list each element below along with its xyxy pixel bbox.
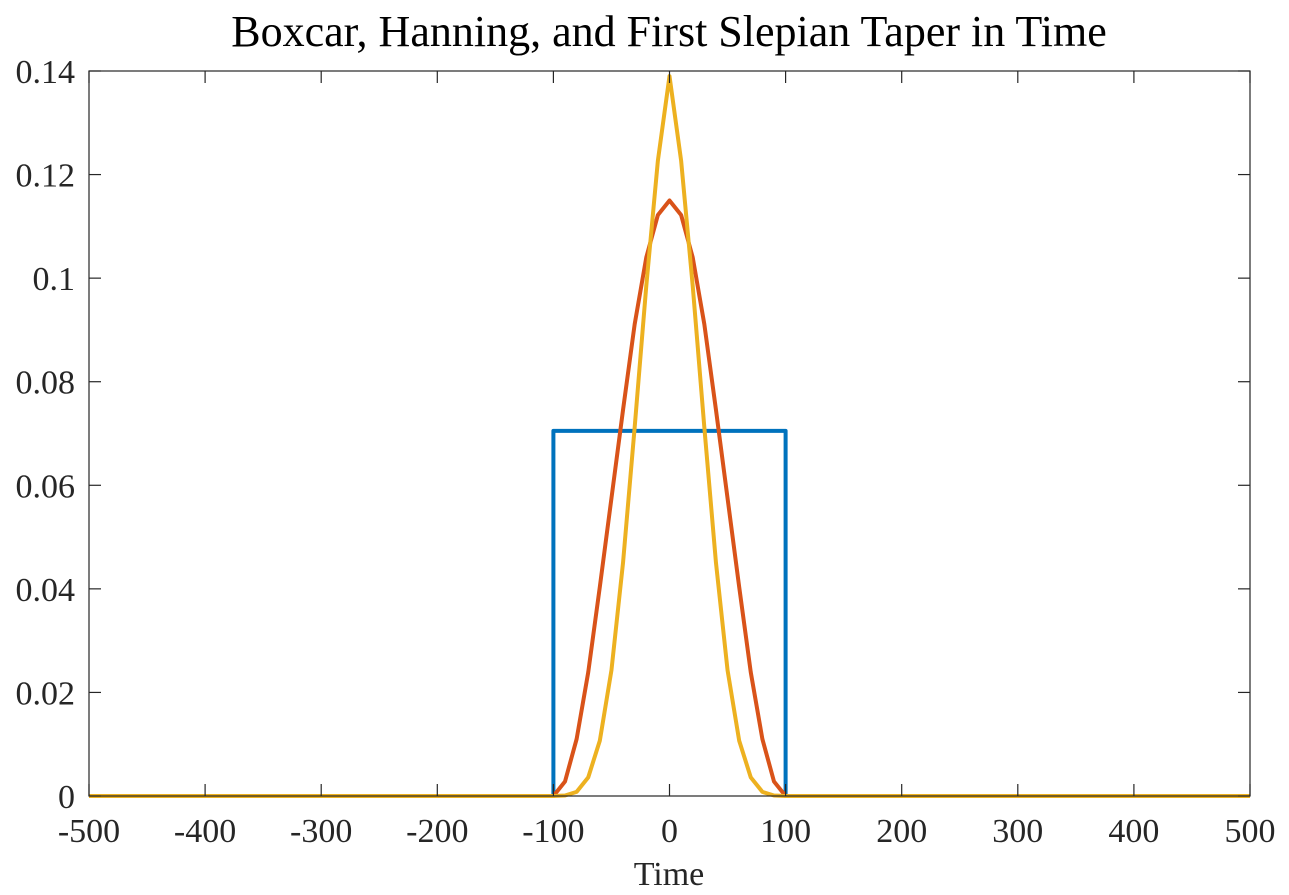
y-tick-label: 0.08: [16, 365, 76, 402]
ticks-layer: [88, 70, 1251, 797]
y-tick-label: 0: [58, 779, 75, 816]
x-tick-label: 300: [992, 813, 1043, 850]
x-tick-label: 0: [661, 813, 678, 850]
series-layer: [89, 74, 1250, 798]
series-line-3: [89, 74, 1250, 798]
plot-frame: [88, 70, 1251, 797]
y-tick-label: 0.02: [16, 675, 76, 712]
x-tick-label: -100: [522, 813, 584, 850]
x-tick-label: 100: [760, 813, 811, 850]
y-tick-labels: 0 0.02 0.04 0.06 0.08 0.1 0.12 0.14: [16, 54, 76, 816]
x-tick-label: -200: [406, 813, 468, 850]
x-tick-label: 500: [1225, 813, 1276, 850]
x-tick-labels: -500 -400 -300 -200 -100 0 100 200 300 400 500: [58, 813, 1276, 850]
series-line-2: [89, 198, 1250, 798]
y-tick-label: 0.06: [16, 468, 76, 505]
y-tick-label: 0.04: [16, 572, 76, 609]
x-tick-label: 200: [876, 813, 927, 850]
x-tick-label: -300: [290, 813, 352, 850]
y-tick-label: 0.1: [33, 261, 76, 298]
x-axis-label: Time: [634, 856, 705, 893]
x-tick-label: -500: [58, 813, 120, 850]
chart-title: Boxcar, Hanning, and First Slepian Taper…: [231, 7, 1107, 56]
series-line-1: [89, 428, 1250, 798]
x-tick-label: -400: [174, 813, 236, 850]
y-tick-label: 0.12: [16, 158, 76, 195]
x-tick-label: 400: [1108, 813, 1159, 850]
y-tick-label: 0.14: [16, 54, 76, 91]
